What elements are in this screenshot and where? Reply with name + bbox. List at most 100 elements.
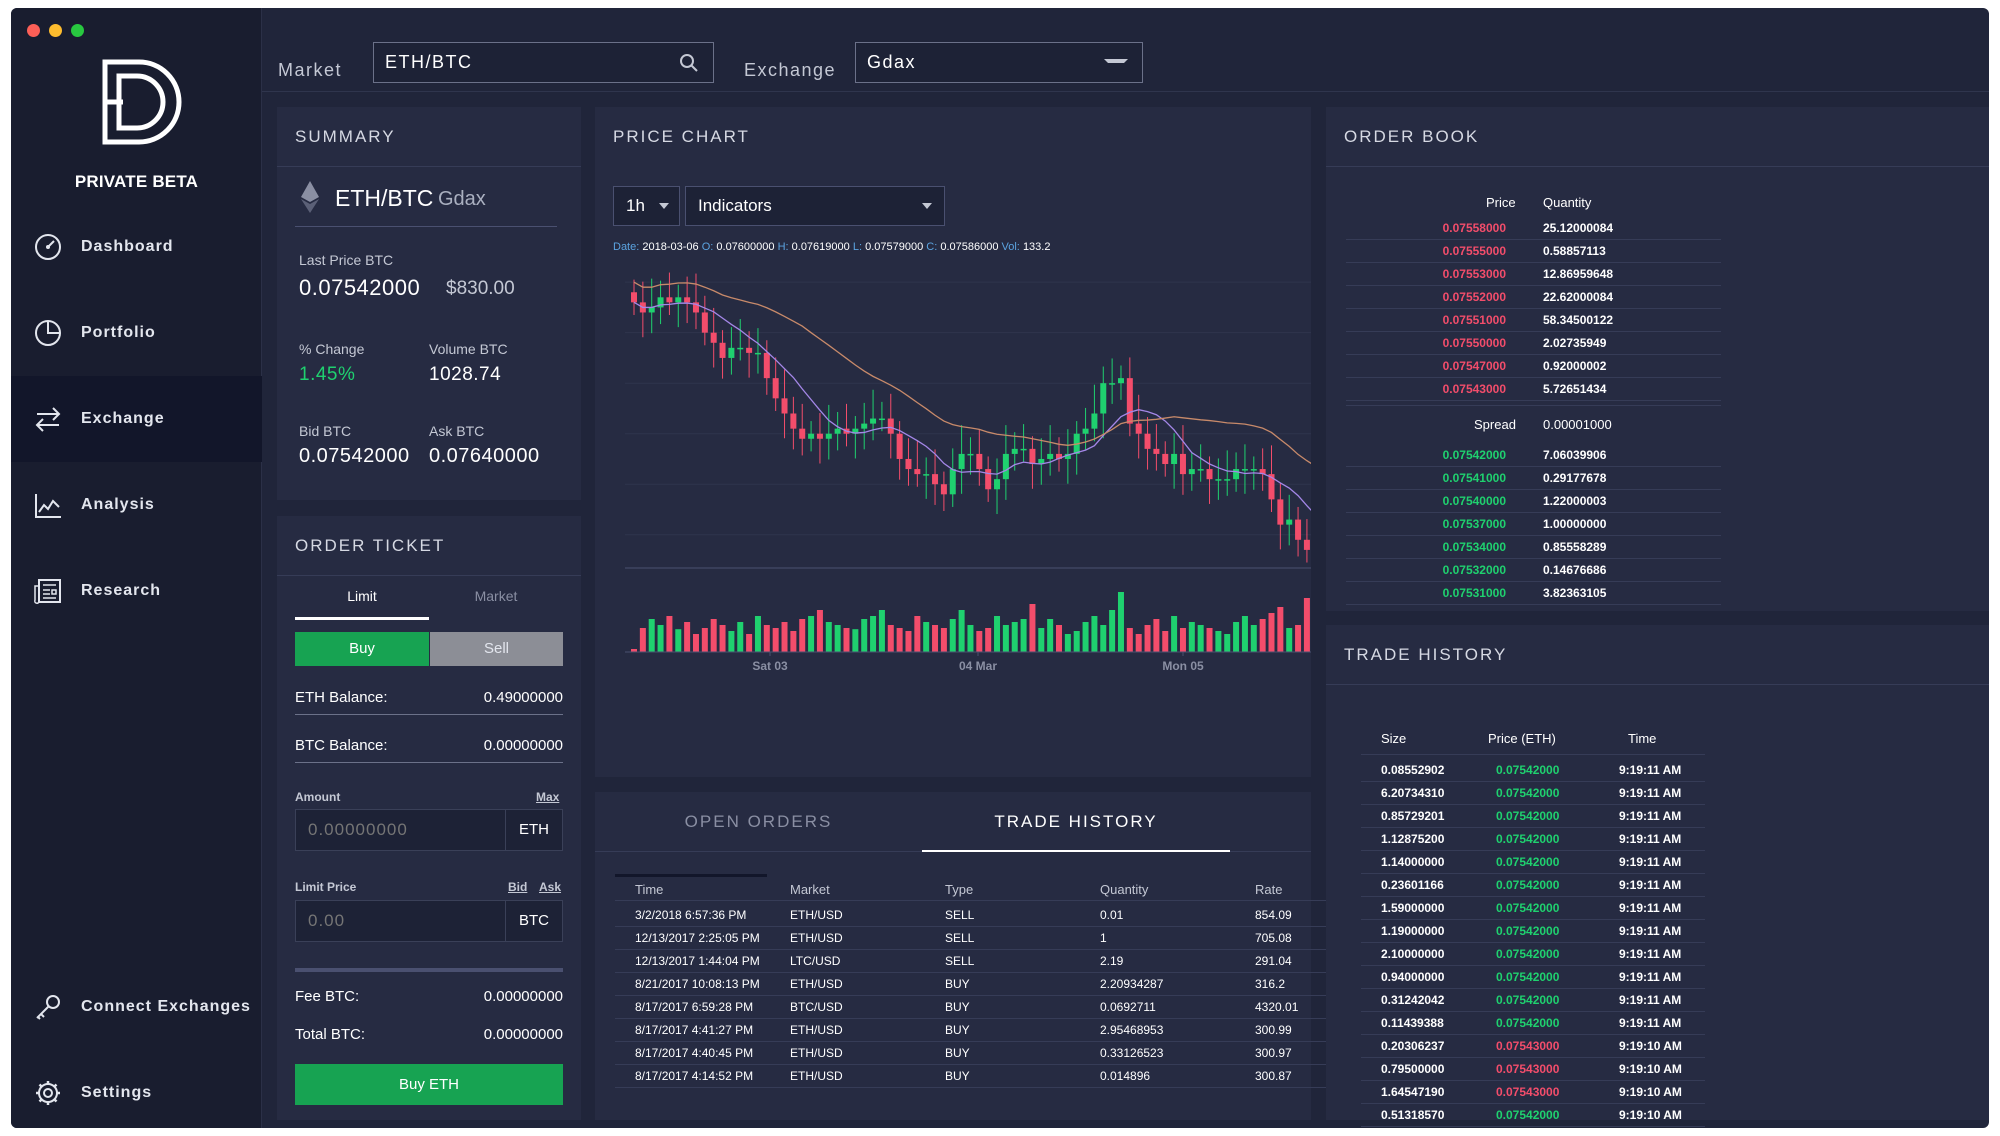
- buy-eth-button[interactable]: Buy ETH: [295, 1064, 563, 1105]
- candle[interactable]: [1303, 539, 1310, 550]
- order-book-ask-row[interactable]: 0.07552000 22.62000084: [1346, 286, 1721, 309]
- candle[interactable]: [861, 423, 868, 429]
- candle[interactable]: [1162, 453, 1169, 465]
- candle[interactable]: [1011, 448, 1018, 454]
- candle[interactable]: [657, 297, 664, 308]
- sidebar-item-analysis[interactable]: Analysis: [11, 462, 262, 548]
- search-icon[interactable]: [679, 53, 699, 73]
- bid-link[interactable]: Bid: [508, 880, 528, 894]
- candle[interactable]: [1268, 474, 1275, 500]
- sidebar-item-portfolio[interactable]: Portfolio: [11, 290, 262, 376]
- order-book-bid-row[interactable]: 0.07540000 1.22000003: [1346, 490, 1721, 513]
- table-row[interactable]: 12/13/2017 2:25:05 PMETH/USDSELL1705.082…: [615, 927, 1545, 950]
- candle[interactable]: [1020, 448, 1027, 451]
- candle[interactable]: [719, 342, 726, 358]
- candle[interactable]: [737, 347, 744, 350]
- candle[interactable]: [994, 479, 1001, 490]
- sidebar-item-settings[interactable]: Settings: [11, 1050, 262, 1128]
- candle[interactable]: [684, 297, 691, 303]
- amount-input[interactable]: [296, 810, 506, 850]
- candle[interactable]: [1197, 469, 1204, 471]
- candle[interactable]: [1179, 453, 1186, 475]
- sidebar-item-research[interactable]: Research: [11, 548, 262, 634]
- minimize-window-button[interactable]: [49, 24, 62, 37]
- candle[interactable]: [746, 347, 753, 353]
- candle[interactable]: [976, 453, 983, 470]
- candlestick-chart[interactable]: 0.07900.07800.07700.07600.07500.0740200.…: [595, 257, 1311, 777]
- candle[interactable]: [1171, 453, 1178, 465]
- tab-trade-history[interactable]: TRADE HISTORY: [922, 792, 1230, 852]
- max-link[interactable]: Max: [536, 790, 560, 804]
- buy-button[interactable]: Buy: [295, 632, 429, 666]
- order-book-bid-row[interactable]: 0.07542000 7.06039906: [1346, 444, 1721, 467]
- tab-limit[interactable]: Limit: [295, 588, 429, 620]
- history-col-market[interactable]: Market: [790, 882, 830, 897]
- candle[interactable]: [1188, 469, 1195, 475]
- candle[interactable]: [1206, 469, 1213, 480]
- candle[interactable]: [887, 418, 894, 434]
- candle[interactable]: [808, 433, 815, 439]
- candle[interactable]: [1029, 448, 1036, 465]
- history-col-type[interactable]: Type: [945, 882, 974, 897]
- candle[interactable]: [905, 458, 912, 470]
- candle[interactable]: [1286, 519, 1293, 525]
- sidebar-item-exchange[interactable]: Exchange: [11, 376, 262, 462]
- candle[interactable]: [878, 418, 885, 421]
- order-book-bid-row[interactable]: 0.07532000 0.14676686: [1346, 559, 1721, 582]
- sidebar-item-connect-exchanges[interactable]: Connect Exchanges: [11, 964, 262, 1050]
- candle[interactable]: [825, 433, 832, 439]
- candle[interactable]: [754, 352, 761, 355]
- candle[interactable]: [949, 469, 956, 495]
- table-row[interactable]: 3/2/2018 6:57:36 PM ETH/USD SELL 0.01 854.09…: [615, 904, 1545, 927]
- sell-button[interactable]: Sell: [430, 632, 563, 666]
- order-book-ask-row[interactable]: 0.07558000 25.12000084: [1346, 217, 1721, 240]
- candle[interactable]: [967, 453, 974, 456]
- tab-open-orders[interactable]: OPEN ORDERS: [684, 812, 833, 831]
- candle[interactable]: [1153, 448, 1160, 454]
- ask-link[interactable]: Ask: [539, 880, 562, 894]
- order-book-ask-row[interactable]: 0.07550000 2.02735949: [1346, 332, 1721, 355]
- candle[interactable]: [1277, 499, 1284, 525]
- candle[interactable]: [1224, 479, 1231, 481]
- candle[interactable]: [1126, 378, 1133, 424]
- candle[interactable]: [958, 453, 965, 470]
- maximize-window-button[interactable]: [71, 24, 84, 37]
- candle[interactable]: [1144, 433, 1151, 449]
- candle[interactable]: [666, 297, 673, 303]
- sidebar-item-dashboard[interactable]: Dashboard: [11, 204, 262, 290]
- candle[interactable]: [790, 413, 797, 429]
- candle[interactable]: [675, 297, 682, 303]
- limit-price-input[interactable]: [296, 901, 506, 941]
- candle[interactable]: [1047, 453, 1054, 459]
- candle[interactable]: [816, 433, 823, 439]
- candle[interactable]: [896, 433, 903, 459]
- table-row[interactable]: 8/17/2017 4:14:52 PM ETH/USD BUY 0.014896 30…: [615, 1065, 1545, 1088]
- candle[interactable]: [1250, 469, 1257, 471]
- candle[interactable]: [1038, 458, 1045, 465]
- order-book-ask-row[interactable]: 0.07543000 5.72651434: [1346, 378, 1721, 401]
- candle[interactable]: [1091, 413, 1098, 429]
- candle[interactable]: [1117, 378, 1124, 384]
- table-row[interactable]: 8/17/2017 4:41:27 PM ETH/USD BUY 2.95468953…: [615, 1019, 1545, 1042]
- candle[interactable]: [1135, 423, 1142, 434]
- candle[interactable]: [1295, 519, 1302, 540]
- candle[interactable]: [932, 474, 939, 485]
- order-book-ask-row[interactable]: 0.07553000 12.86959648: [1346, 263, 1721, 286]
- candle[interactable]: [1056, 453, 1062, 459]
- history-col-rate[interactable]: Rate: [1255, 882, 1283, 897]
- candle[interactable]: [985, 469, 992, 490]
- candle[interactable]: [1259, 469, 1266, 475]
- candle[interactable]: [923, 474, 930, 476]
- candle[interactable]: [781, 398, 788, 414]
- candle[interactable]: [710, 332, 717, 343]
- history-col-quantity[interactable]: Quantity: [1100, 882, 1149, 897]
- candle[interactable]: [631, 292, 637, 303]
- indicators-select[interactable]: Indicators: [685, 186, 945, 226]
- candle[interactable]: [701, 312, 708, 333]
- order-book-bid-row[interactable]: 0.07541000 0.29177678: [1346, 467, 1721, 490]
- candle[interactable]: [852, 428, 859, 434]
- candle[interactable]: [1241, 469, 1248, 471]
- candle[interactable]: [692, 302, 699, 313]
- candle[interactable]: [648, 307, 655, 313]
- candle[interactable]: [1002, 453, 1009, 480]
